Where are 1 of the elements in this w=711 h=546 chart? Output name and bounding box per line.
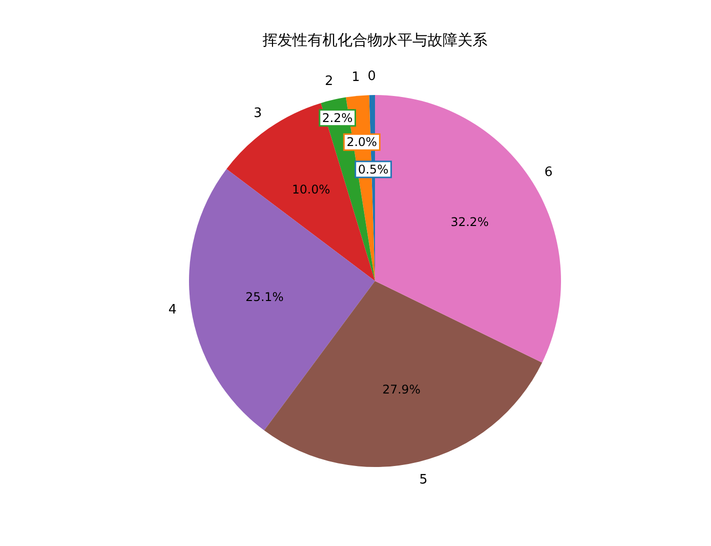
title: 挥发性有机化合物水平与故障关系 bbox=[262, 31, 488, 49]
